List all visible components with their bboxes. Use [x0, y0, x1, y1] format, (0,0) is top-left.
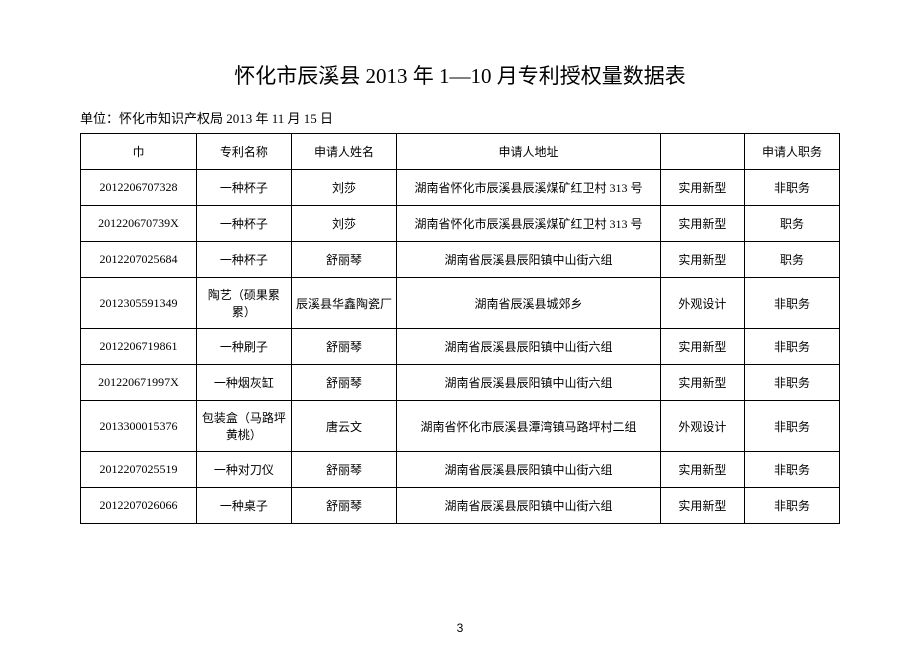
table-cell: 职务	[745, 206, 840, 242]
table-cell: 包装盒（马路坪黄桃）	[196, 401, 291, 452]
table-cell: 非职务	[745, 488, 840, 524]
table-row: 2013300015376 包装盒（马路坪黄桃） 唐云文 湖南省怀化市辰溪县潭湾…	[81, 401, 840, 452]
table-header	[660, 134, 744, 170]
table-cell: 舒丽琴	[291, 242, 396, 278]
table-cell: 非职务	[745, 278, 840, 329]
table-cell: 一种杯子	[196, 170, 291, 206]
table-header: 申请人职务	[745, 134, 840, 170]
table-cell: 舒丽琴	[291, 488, 396, 524]
table-cell: 湖南省辰溪县辰阳镇中山街六组	[397, 329, 661, 365]
table-header: 申请人姓名	[291, 134, 396, 170]
table-cell: 湖南省怀化市辰溪县辰溪煤矿红卫村 313 号	[397, 206, 661, 242]
patent-table: 巾 专利名称 申请人姓名 申请人地址 申请人职务 2012206707328 一…	[80, 133, 840, 524]
table-cell: 非职务	[745, 170, 840, 206]
table-cell: 湖南省辰溪县辰阳镇中山街六组	[397, 365, 661, 401]
table-cell: 实用新型	[660, 170, 744, 206]
table-cell: 陶艺（硕果累累）	[196, 278, 291, 329]
table-cell: 201220670739X	[81, 206, 197, 242]
table-cell: 2012207025519	[81, 452, 197, 488]
table-cell: 舒丽琴	[291, 365, 396, 401]
table-cell: 湖南省怀化市辰溪县辰溪煤矿红卫村 313 号	[397, 170, 661, 206]
table-cell: 非职务	[745, 452, 840, 488]
table-cell: 舒丽琴	[291, 329, 396, 365]
table-cell: 湖南省辰溪县辰阳镇中山街六组	[397, 488, 661, 524]
table-cell: 非职务	[745, 365, 840, 401]
table-cell: 一种烟灰缸	[196, 365, 291, 401]
table-cell: 外观设计	[660, 401, 744, 452]
table-row: 2012207025684 一种杯子 舒丽琴 湖南省辰溪县辰阳镇中山街六组 实用…	[81, 242, 840, 278]
table-cell: 实用新型	[660, 329, 744, 365]
table-cell: 实用新型	[660, 242, 744, 278]
table-cell: 职务	[745, 242, 840, 278]
table-cell: 一种桌子	[196, 488, 291, 524]
table-cell: 湖南省辰溪县辰阳镇中山街六组	[397, 452, 661, 488]
table-cell: 2013300015376	[81, 401, 197, 452]
table-header: 巾	[81, 134, 197, 170]
table-cell: 实用新型	[660, 365, 744, 401]
table-cell: 实用新型	[660, 206, 744, 242]
table-row: 2012207025519 一种对刀仪 舒丽琴 湖南省辰溪县辰阳镇中山街六组 实…	[81, 452, 840, 488]
table-cell: 唐云文	[291, 401, 396, 452]
table-cell: 一种杯子	[196, 206, 291, 242]
table-cell: 一种刷子	[196, 329, 291, 365]
table-cell: 非职务	[745, 401, 840, 452]
table-cell: 2012206719861	[81, 329, 197, 365]
page-title: 怀化市辰溪县 2013 年 1—10 月专利授权量数据表	[80, 60, 840, 90]
table-cell: 2012206707328	[81, 170, 197, 206]
table-cell: 湖南省辰溪县辰阳镇中山街六组	[397, 242, 661, 278]
table-cell: 一种杯子	[196, 242, 291, 278]
table-cell: 刘莎	[291, 170, 396, 206]
table-cell: 2012207026066	[81, 488, 197, 524]
page-subtitle: 单位：怀化市知识产权局 2013 年 11 月 15 日	[80, 108, 840, 127]
page-number: 3	[457, 621, 464, 635]
table-header: 申请人地址	[397, 134, 661, 170]
table-cell: 舒丽琴	[291, 452, 396, 488]
table-cell: 刘莎	[291, 206, 396, 242]
table-cell: 实用新型	[660, 452, 744, 488]
table-cell: 辰溪县华鑫陶瓷厂	[291, 278, 396, 329]
table-cell: 湖南省辰溪县城郊乡	[397, 278, 661, 329]
table-row: 2012206719861 一种刷子 舒丽琴 湖南省辰溪县辰阳镇中山街六组 实用…	[81, 329, 840, 365]
table-row: 2012207026066 一种桌子 舒丽琴 湖南省辰溪县辰阳镇中山街六组 实用…	[81, 488, 840, 524]
table-cell: 2012207025684	[81, 242, 197, 278]
table-cell: 外观设计	[660, 278, 744, 329]
table-cell: 实用新型	[660, 488, 744, 524]
table-row: 2012305591349 陶艺（硕果累累） 辰溪县华鑫陶瓷厂 湖南省辰溪县城郊…	[81, 278, 840, 329]
table-cell: 201220671997X	[81, 365, 197, 401]
table-cell: 非职务	[745, 329, 840, 365]
table-row: 201220671997X 一种烟灰缸 舒丽琴 湖南省辰溪县辰阳镇中山街六组 实…	[81, 365, 840, 401]
table-header-row: 巾 专利名称 申请人姓名 申请人地址 申请人职务	[81, 134, 840, 170]
table-row: 201220670739X 一种杯子 刘莎 湖南省怀化市辰溪县辰溪煤矿红卫村 3…	[81, 206, 840, 242]
table-cell: 一种对刀仪	[196, 452, 291, 488]
table-row: 2012206707328 一种杯子 刘莎 湖南省怀化市辰溪县辰溪煤矿红卫村 3…	[81, 170, 840, 206]
table-header: 专利名称	[196, 134, 291, 170]
table-cell: 2012305591349	[81, 278, 197, 329]
table-cell: 湖南省怀化市辰溪县潭湾镇马路坪村二组	[397, 401, 661, 452]
